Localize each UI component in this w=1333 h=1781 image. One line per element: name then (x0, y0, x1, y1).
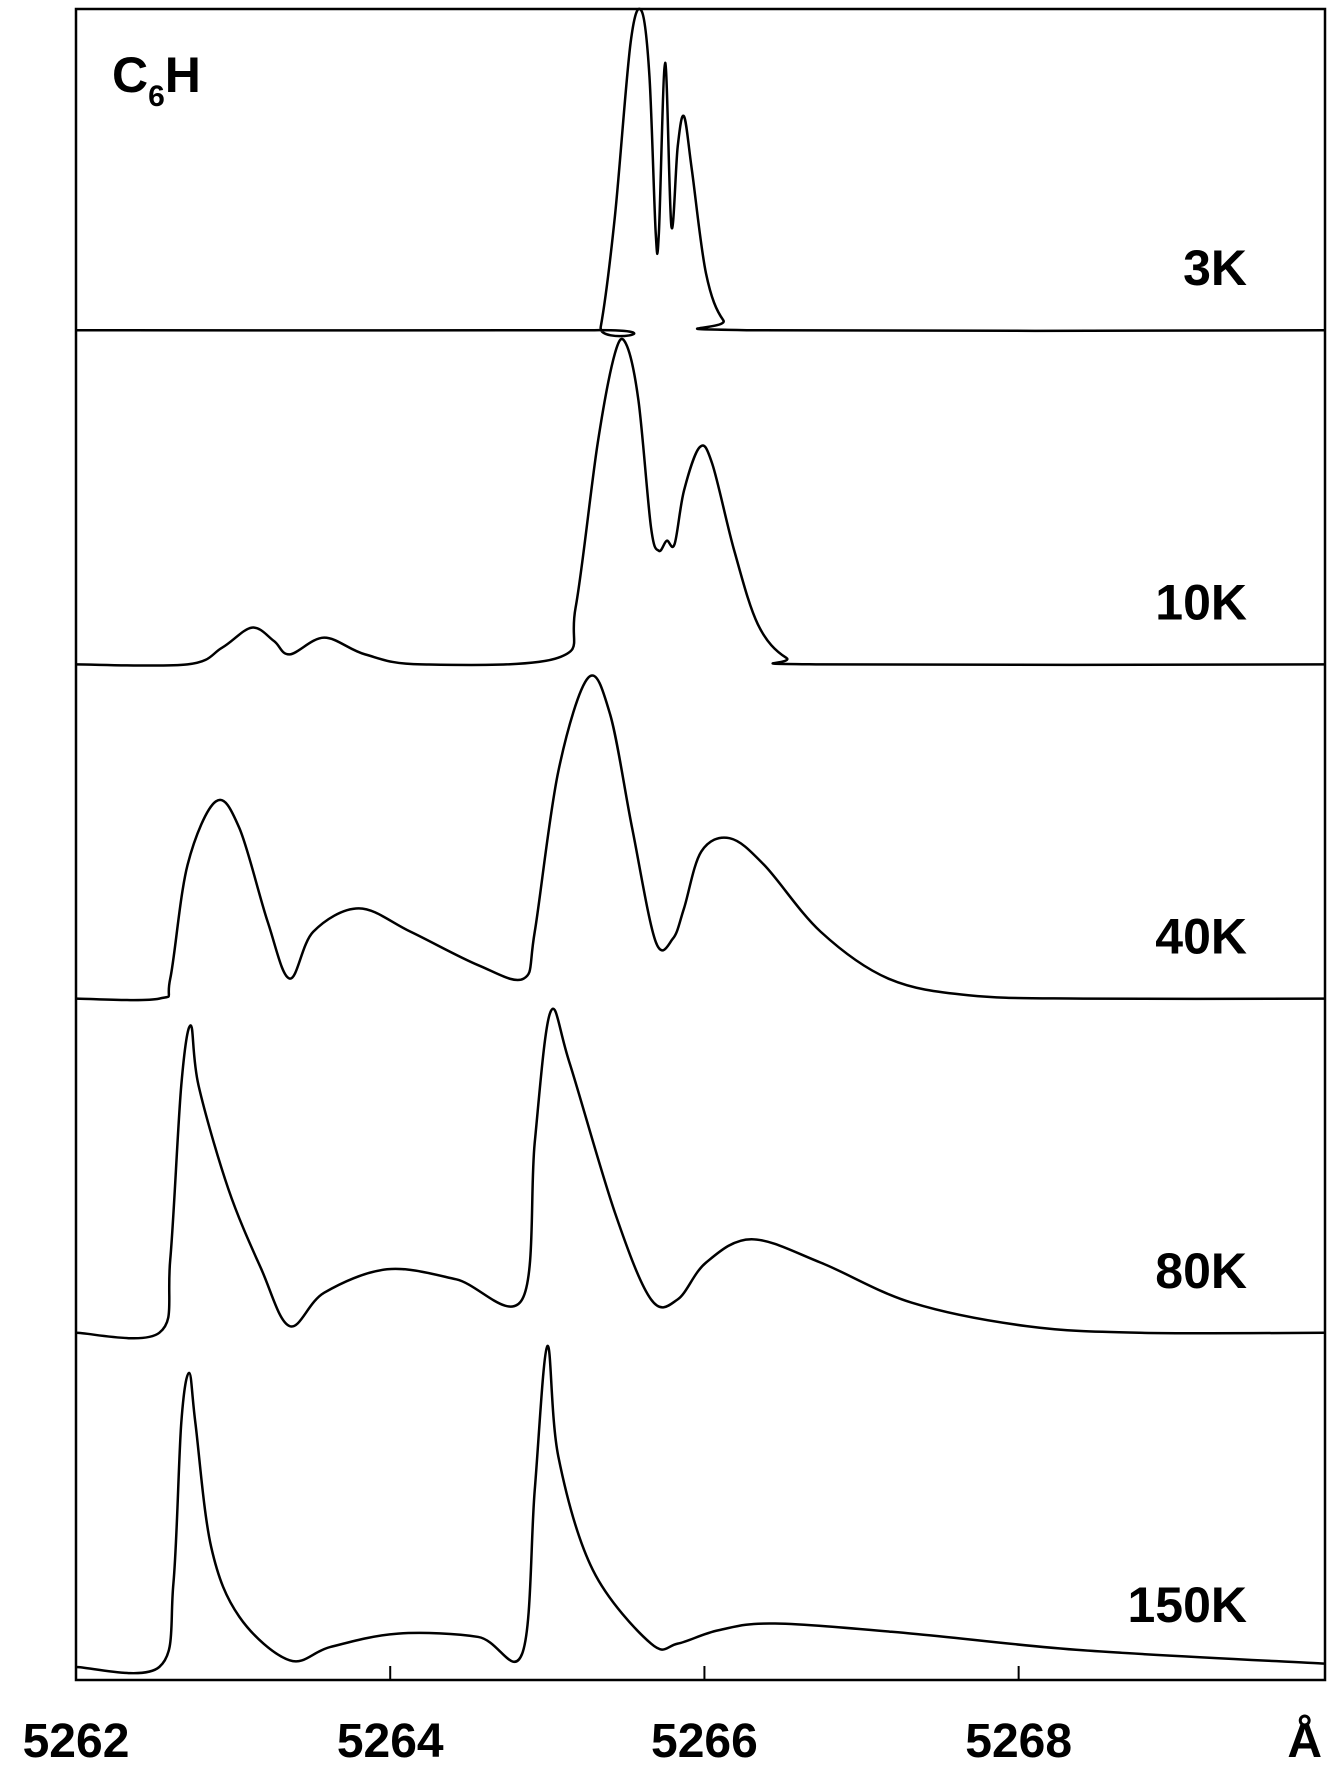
series-label: 80K (1155, 1243, 1247, 1299)
x-tick-label: 5264 (337, 1715, 444, 1768)
x-tick-label: 5268 (965, 1715, 1072, 1768)
series-label: 40K (1155, 909, 1247, 965)
title-part: H (165, 47, 201, 103)
x-unit: Å (1287, 1714, 1322, 1768)
spectrum-line (75, 1344, 1326, 1675)
spectrum-line (75, 674, 1326, 1002)
spectrum-line (75, 337, 1326, 667)
x-tick-label: 5262 (23, 1715, 130, 1768)
spectrum-line (75, 1007, 1326, 1340)
plot-frame (74, 7, 1327, 1682)
series-label: 3K (1183, 240, 1247, 296)
series-label: 10K (1155, 574, 1247, 630)
title-part: C (112, 47, 148, 103)
chart-title: C6H (112, 47, 201, 113)
series-label: 150K (1127, 1577, 1247, 1633)
title-subscript: 6 (148, 80, 165, 113)
x-tick-label: 5266 (651, 1715, 758, 1768)
spectrum-line (75, 7, 1326, 338)
